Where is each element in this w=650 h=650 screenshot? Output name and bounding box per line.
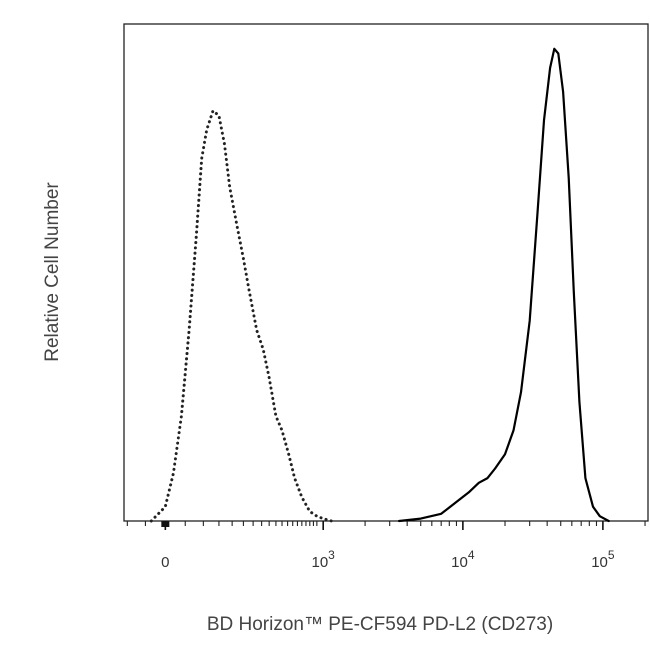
x-tick-label: 103 bbox=[311, 548, 335, 571]
y-axis-label: Relative Cell Number bbox=[42, 182, 63, 362]
zero-marker bbox=[161, 521, 170, 527]
x-tick-label-exponent: 4 bbox=[468, 548, 475, 562]
x-tick-labels: 0 103 104 105 bbox=[161, 548, 615, 571]
plot-frame bbox=[123, 23, 649, 522]
minor-ticks bbox=[126, 521, 646, 526]
x-tick-label-exponent: 5 bbox=[608, 548, 615, 562]
x-tick-label-exponent: 3 bbox=[328, 548, 335, 562]
x-tick-label-base: 0 bbox=[161, 554, 169, 571]
control-histogram-line bbox=[149, 109, 334, 523]
x-axis-label: BD Horizon™ PE-CF594 PD-L2 (CD273) bbox=[207, 614, 553, 635]
series-layer bbox=[149, 47, 610, 523]
x-tick-label-base: 10 bbox=[591, 554, 608, 571]
major-ticks bbox=[161, 521, 604, 530]
x-tick-label-base: 10 bbox=[451, 554, 468, 571]
x-tick-label: 105 bbox=[591, 548, 615, 571]
stained-histogram-line bbox=[398, 47, 610, 523]
x-tick-label-base: 10 bbox=[311, 554, 328, 571]
x-tick-label: 0 bbox=[161, 554, 169, 571]
x-tick-label: 104 bbox=[451, 548, 475, 571]
